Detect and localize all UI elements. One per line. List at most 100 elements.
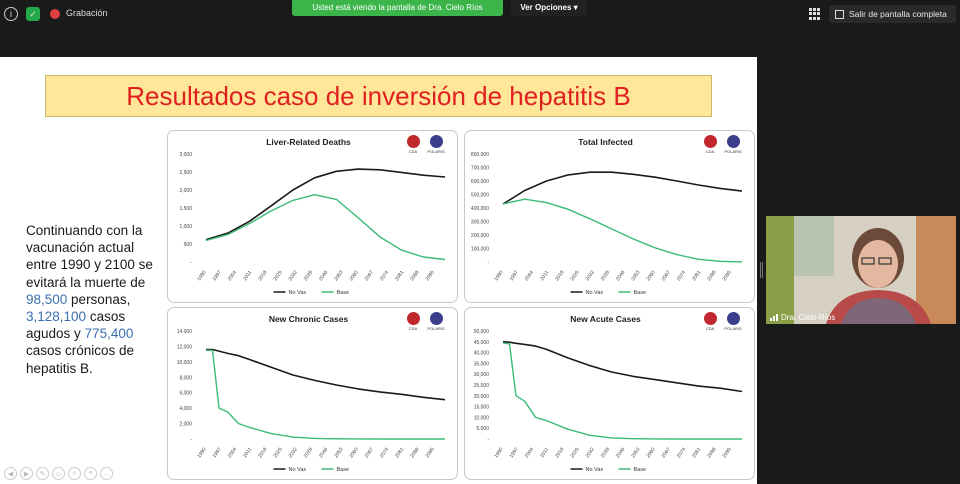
x-tick-label: 2018 [554, 447, 565, 460]
logo-text: POLARIS [427, 149, 445, 154]
y-tick-label: 2,000 [179, 422, 192, 428]
x-tick-label: 2081 [691, 270, 702, 283]
y-tick-label: 3,000 [179, 152, 192, 158]
line-chart: Total Infected 800,000 700,000 600,000 500,0… [471, 137, 743, 296]
acute-cases-averted: 3,128,100 [26, 309, 87, 325]
series-line-no-vax [205, 168, 446, 241]
x-tick-label: 1990 [493, 270, 504, 283]
panel-resize-handle[interactable] [760, 262, 763, 278]
line-chart: New Acute Cases 50,000 45,000 40,000 35,000 3… [474, 314, 743, 473]
y-tick-label: 8,000 [179, 375, 192, 381]
y-tick-label: - [190, 260, 192, 266]
exit-fullscreen-button[interactable]: Salir de pantalla completa [829, 5, 956, 23]
x-tick-label: 2046 [318, 447, 329, 460]
x-tick-label: 1997 [509, 447, 520, 460]
y-tick-label: 40,000 [474, 351, 490, 357]
y-tick-label: 15,000 [474, 405, 490, 411]
y-tick-label: 300,000 [471, 220, 489, 226]
x-tick-label: 2081 [394, 447, 405, 460]
slide-title: Resultados caso de inversión de hepatiti… [126, 80, 631, 111]
x-tick-label: 2004 [227, 447, 238, 460]
logo-text: CDA [705, 149, 715, 154]
x-tick-label: 2067 [364, 270, 375, 283]
chart-title: Total Infected [578, 137, 633, 147]
view-options-button[interactable]: Ver Opciones ▾ [511, 0, 587, 16]
series-line-base [502, 198, 743, 263]
x-tick-label: 2032 [288, 270, 299, 283]
logo-mark [726, 312, 740, 325]
series-line-base [502, 342, 742, 440]
chart-logos: CDA POLARIS [701, 312, 742, 331]
x-tick-label: 2011 [539, 447, 550, 459]
y-tick-label: 500,000 [471, 193, 489, 199]
y-tick-label: 100,000 [471, 247, 489, 253]
y-tick-label: 2,500 [179, 170, 192, 176]
pen-icon[interactable]: ✎ [36, 467, 49, 480]
x-tick-label: 2018 [257, 270, 268, 283]
y-tick-label: 1,000 [179, 224, 192, 230]
participant-video-frame [766, 216, 956, 324]
y-tick-label: - [487, 437, 489, 443]
legend-label: No Vax [289, 290, 307, 296]
y-tick-label: 1,500 [179, 206, 192, 212]
cda-logo: CDA [701, 312, 719, 331]
x-tick-label: 2025 [272, 447, 283, 460]
x-tick-label: 2074 [676, 270, 687, 283]
y-tick-label: 800,000 [471, 152, 489, 158]
x-tick-label: 2032 [585, 270, 596, 283]
x-tick-label: 1990 [196, 447, 207, 460]
x-tick-label: 2046 [615, 270, 626, 283]
body-text-part: Continuando con la vacunación actual ent… [26, 223, 153, 290]
y-tick-label: 10,000 [177, 360, 193, 366]
x-tick-label: 2025 [272, 270, 283, 283]
logo-mark [726, 135, 740, 148]
y-tick-label: 20,000 [474, 394, 490, 400]
x-tick-label: 2095 [424, 270, 435, 283]
x-tick-label: 2011 [539, 270, 550, 282]
shield-icon[interactable]: ✓ [26, 7, 40, 21]
info-icon[interactable]: i [4, 7, 18, 21]
cda-logo: CDA [404, 135, 422, 154]
chart-panel: CDA POLARIS New Acute Cases 50,000 45,000 40,… [464, 307, 755, 480]
next-slide-icon[interactable]: ▶ [20, 467, 33, 480]
x-tick-label: 2046 [318, 270, 329, 283]
subtitles-icon[interactable]: ≡ [84, 467, 97, 480]
y-tick-label: 45,000 [474, 340, 490, 346]
x-tick-label: 2018 [554, 270, 565, 283]
record-icon[interactable] [50, 9, 60, 19]
chart-panel: CDA POLARIS Total Infected 800,000 700,000 60… [464, 130, 755, 303]
y-tick-label: 2,000 [179, 188, 192, 194]
gallery-view-icon[interactable] [809, 8, 821, 20]
chart-title: New Chronic Cases [269, 314, 349, 324]
prev-slide-icon[interactable]: ◀ [4, 467, 17, 480]
x-tick-label: 1997 [212, 447, 223, 460]
logo-text: POLARIS [427, 326, 445, 331]
slides-icon[interactable]: ▭ [52, 467, 65, 480]
x-tick-label: 2032 [585, 447, 596, 460]
x-tick-label: 2067 [364, 447, 375, 460]
x-tick-label: 2053 [630, 270, 641, 283]
x-tick-label: 2088 [409, 447, 420, 460]
polaris-logo: POLARIS [427, 135, 445, 154]
x-tick-label: 2053 [333, 447, 344, 460]
x-tick-label: 1990 [493, 447, 504, 460]
x-tick-label: 2011 [242, 270, 253, 282]
polaris-logo: POLARIS [724, 135, 742, 154]
x-tick-label: 2060 [348, 270, 359, 283]
x-tick-label: 2088 [409, 270, 420, 283]
line-chart: New Chronic Cases 14,000 12,000 10,000 8,000… [177, 314, 446, 473]
x-tick-label: 2018 [257, 447, 268, 460]
recording-label[interactable]: Grabación [66, 8, 108, 18]
more-icon[interactable]: … [100, 467, 113, 480]
share-banner: Usted está viendo la pantalla de Dra. Ci… [292, 0, 503, 16]
polaris-logo: POLARIS [427, 312, 445, 331]
x-tick-label: 1997 [212, 270, 223, 283]
x-tick-label: 2004 [524, 447, 535, 460]
body-text-part: personas, [67, 291, 131, 307]
y-tick-label: 400,000 [471, 206, 489, 212]
participant-video[interactable]: Dra. Cielo Ríos [766, 216, 956, 324]
y-tick-label: - [487, 260, 489, 266]
x-tick-label: 2053 [630, 447, 641, 460]
cda-logo: CDA [701, 135, 719, 154]
zoom-icon[interactable]: ⌕ [68, 467, 81, 480]
